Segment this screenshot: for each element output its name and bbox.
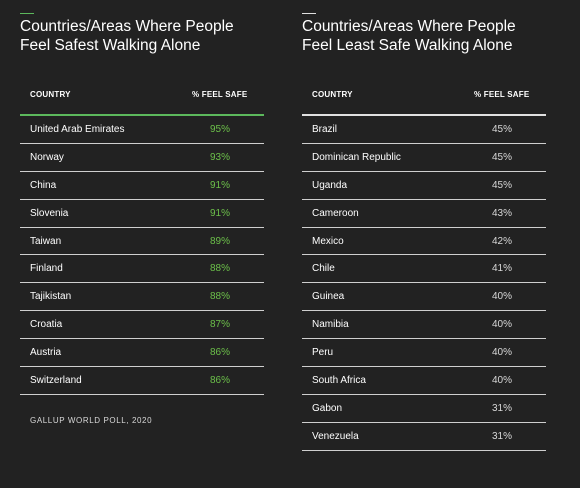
least-safe-table-row: Gabon 31% [302,395,546,423]
least-safe-row-value: 40% [492,291,513,303]
safest-accent-line [20,13,34,14]
least-safe-row-country: Brazil [312,124,338,135]
safest-table-row: Switzerland 86% [20,367,264,395]
least-safe-row-value: 43% [492,207,513,219]
least-safe-row-country: Uganda [312,179,348,191]
least-safe-table-row: South Africa 40% [302,367,546,395]
safest-title-line2: Feel Safest Walking Alone [20,37,201,54]
least-safe-table-row: Venezuela 31% [302,423,546,451]
least-safe-row-value: 40% [492,375,513,387]
least-safe-row-country: Mexico [312,235,344,247]
least-safe-header-pct: % FEEL SAFE [474,90,530,99]
safest-table-row: Norway 93% [20,144,264,172]
least-safe-row-value: 31% [492,430,513,442]
least-safe-row-country: Venezuela [312,430,359,442]
safest-row-value: 91% [210,179,231,191]
safest-table-row: Croatia 87% [20,311,264,340]
least-safe-row-value: 40% [492,319,513,331]
least-safe-table-row: Brazil 45% [302,116,546,144]
safest-row-value: 87% [210,319,231,331]
safest-row-country: Switzerland [30,375,82,387]
source-note: GALLUP WORLD POLL, 2020 [30,416,153,425]
least-safe-table-row: Uganda 45% [302,172,546,200]
safest-header-country: COUNTRY [30,90,71,99]
least-safe-row-value: 31% [492,402,513,414]
safest-row-country: Finland [30,263,63,275]
safest-table-row: Taiwan 89% [20,228,264,256]
least-safe-row-country: Namibia [312,319,349,331]
least-safe-header-rule [302,114,546,116]
safest-rows: United Arab Emirates 95% Norway 93% China 91%… [20,116,264,395]
safest-row-country: China [30,179,57,191]
least-safe-title-line2: Feel Least Safe Walking Alone [302,37,513,54]
safest-table-row: China 91% [20,172,264,200]
safest-header-row: COUNTRY % FEEL SAFE [20,90,264,102]
least-safe-rows: Brazil 45% Dominican Republic 45% Uganda 45% C… [302,116,546,451]
least-safe-table-row: Guinea 40% [302,283,546,312]
least-safe-row-country: Cameroon [312,207,359,219]
least-safe-accent-line [302,13,316,14]
safest-header-pct: % FEEL SAFE [192,90,248,99]
least-safe-row-country: Guinea [312,291,345,303]
safest-table-row: Austria 86% [20,339,264,368]
least-safe-header-row: COUNTRY % FEEL SAFE [302,90,546,102]
safest-row-value: 95% [210,124,231,135]
least-safe-row-value: 45% [492,124,513,135]
least-safe-title-line1: Countries/Areas Where People [302,18,516,35]
least-safe-table-row: Cameroon 43% [302,200,546,228]
least-safe-row-country: South Africa [312,375,366,387]
safest-table-row: Slovenia 91% [20,200,264,228]
least-safe-row-value: 45% [492,179,513,191]
least-safe-table-row: Mexico 42% [302,228,546,256]
safest-title: Countries/Areas Where People Feel Safest … [20,17,280,55]
safest-row-country: Slovenia [30,207,69,219]
least-safe-table-row: Chile 41% [302,255,546,284]
safest-row-country: Tajikistan [30,291,72,303]
least-safe-row-value: 40% [492,347,513,359]
safest-row-value: 89% [210,235,231,247]
least-safe-row-country: Gabon [312,402,343,414]
least-safe-row-value: 42% [492,235,513,247]
safest-table-row: Tajikistan 88% [20,283,264,312]
safest-row-value: 93% [210,151,231,163]
safest-row-value: 86% [210,347,231,359]
least-safe-row-country: Dominican Republic [312,151,401,163]
safest-title-line1: Countries/Areas Where People [20,18,234,35]
least-safe-header-country: COUNTRY [312,90,353,99]
safest-row-country: Norway [30,151,64,163]
least-safe-table-row: Dominican Republic 45% [302,144,546,172]
least-safe-row-value: 45% [492,151,513,163]
least-safe-row-value: 41% [492,263,513,275]
least-safe-table-row: Peru 40% [302,339,546,368]
least-safe-row-country: Peru [312,347,334,359]
safest-row-country: United Arab Emirates [30,124,125,135]
safest-row-value: 88% [210,263,231,275]
safest-row-country: Austria [30,347,62,359]
safest-table-row: Finland 88% [20,255,264,284]
safest-row-country: Taiwan [30,235,62,247]
safest-row-value: 88% [210,291,231,303]
safest-header-rule [20,114,264,116]
least-safe-table-row: Namibia 40% [302,311,546,340]
least-safe-row-country: Chile [312,263,335,275]
safest-row-value: 91% [210,207,231,219]
safest-table-row: United Arab Emirates 95% [20,116,264,144]
least-safe-title: Countries/Areas Where People Feel Least S… [302,17,562,55]
safest-row-value: 86% [210,375,231,387]
safest-row-country: Croatia [30,319,63,331]
